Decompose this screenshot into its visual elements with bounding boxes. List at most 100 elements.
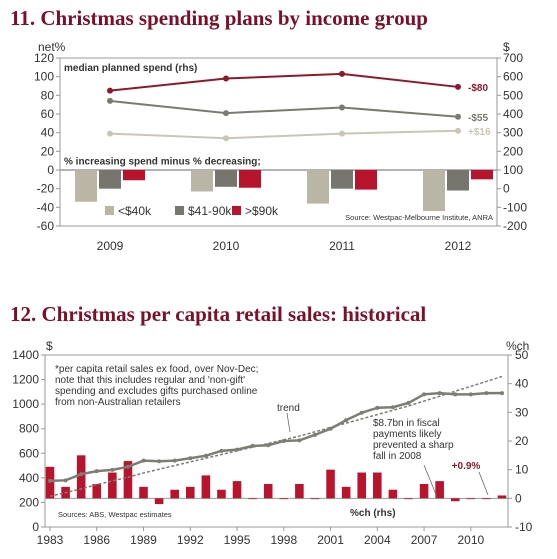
line-end-label: -$55 [468, 113, 488, 124]
sales-point [375, 405, 380, 410]
pct-change-bar [154, 498, 164, 505]
sales-point [406, 400, 411, 405]
left-tick-label: 60 [41, 107, 55, 121]
bar-0 [191, 170, 213, 192]
chart1-svg: 120100806040200-20-40-607006005004003002… [34, 40, 527, 253]
right-tick-label: 500 [503, 88, 523, 102]
chart2-title: 12. Christmas per capita retail sales: h… [10, 302, 427, 326]
line-point-1 [455, 113, 461, 120]
right-tick-label: 30 [515, 405, 529, 419]
sales-line [49, 391, 502, 483]
pct-change-bar [419, 484, 429, 499]
left-tick-label: 80 [41, 88, 55, 102]
left-tick-label: 400 [19, 471, 39, 485]
pct-change-bar [76, 455, 86, 499]
right-tick-label: 0 [503, 182, 510, 196]
pct-change-bar [497, 495, 507, 499]
left-tick-label: 200 [19, 495, 39, 509]
line-series-2 [109, 129, 459, 140]
bar-1 [447, 170, 469, 191]
left-tick-label: 1400 [12, 348, 39, 362]
right-tick-label: 200 [503, 144, 523, 158]
pct-change-bar [357, 472, 367, 499]
sales-point [235, 447, 240, 452]
sales-point [453, 392, 458, 397]
x-tick-label: 1992 [177, 533, 204, 547]
left-tick-label: 600 [19, 446, 39, 460]
sales-point [312, 432, 317, 437]
left-tick-label: -40 [37, 200, 55, 214]
right-tick-label: 100 [503, 163, 523, 177]
note-line: spending and excludes gifts purchased on… [55, 386, 258, 397]
pct-change-bar [341, 486, 351, 499]
sales-point [344, 418, 349, 423]
right-axis-unit: %ch [506, 339, 529, 353]
pct-change-bar [482, 498, 491, 500]
plot-frame [59, 57, 498, 227]
sales-point [359, 410, 364, 415]
bar-1 [215, 170, 237, 187]
left-tick-label: -60 [37, 219, 55, 233]
sales-point [94, 469, 99, 474]
pct-change-bar [388, 489, 398, 499]
left-tick-label: -20 [37, 182, 55, 196]
bar-2 [355, 170, 377, 190]
left-tick-label: 40 [41, 126, 55, 140]
bar-panel-label: % increasing spend minus % decreasing; [64, 157, 261, 168]
bar-2 [471, 170, 493, 180]
annotation-line: fall in 2008 [373, 451, 422, 462]
left-tick-label: 1000 [12, 397, 39, 411]
pct-change-bar [295, 484, 304, 499]
sales-point [328, 426, 333, 431]
line-series-0 [109, 72, 459, 92]
right-tick-label: 400 [503, 107, 523, 121]
line-point-2 [339, 130, 345, 137]
x-tick-label: 2012 [445, 239, 472, 253]
x-tick-label: 2001 [317, 533, 344, 547]
pct-change-bar [279, 498, 289, 500]
last-change-pointer [478, 471, 489, 496]
legend-swatch [232, 206, 241, 215]
sales-point [203, 453, 208, 458]
pct-change-bar [248, 498, 257, 500]
right-tick-label: 0 [515, 491, 522, 505]
sales-point [500, 391, 504, 396]
legend-label: >$90k [245, 204, 279, 218]
bar-0 [307, 170, 329, 204]
x-tick-label: 1989 [130, 533, 157, 547]
sales-point [250, 443, 255, 448]
line-point-0 [339, 70, 345, 77]
sales-point [188, 456, 193, 461]
line-point-1 [107, 97, 113, 104]
pct-change-bar [373, 472, 382, 499]
right-tick-label: 700 [503, 51, 523, 65]
x-tick-label: 2004 [364, 533, 391, 547]
sales-point [157, 459, 162, 464]
left-tick-label: 800 [19, 422, 39, 436]
pct-change-bar [450, 498, 460, 502]
last-change-label: +0.9% [452, 461, 481, 472]
sales-point [110, 467, 115, 472]
sales-point [297, 438, 302, 443]
sales-point [219, 448, 224, 453]
bar-1 [99, 170, 121, 189]
sales-point [141, 458, 146, 463]
sales-point [390, 405, 395, 410]
line-point-0 [223, 75, 229, 82]
x-tick-label: 2007 [411, 533, 438, 547]
pct-change-bar [185, 486, 195, 499]
note-line: *per capita retail sales ex food, over N… [55, 364, 258, 375]
bar-2 [239, 170, 261, 188]
right-tick-label: -200 [503, 219, 527, 233]
right-tick-label: -100 [503, 200, 527, 214]
sales-point [484, 391, 489, 396]
x-tick-label: 1998 [270, 533, 297, 547]
left-tick-label: 0 [32, 520, 39, 534]
line-end-label: +$16 [468, 127, 491, 138]
line-point-0 [107, 87, 113, 94]
sales-point [63, 478, 68, 483]
x-tick-label: 1995 [224, 533, 251, 547]
right-axis-unit: $ [503, 40, 510, 54]
line-series-1 [109, 99, 459, 118]
